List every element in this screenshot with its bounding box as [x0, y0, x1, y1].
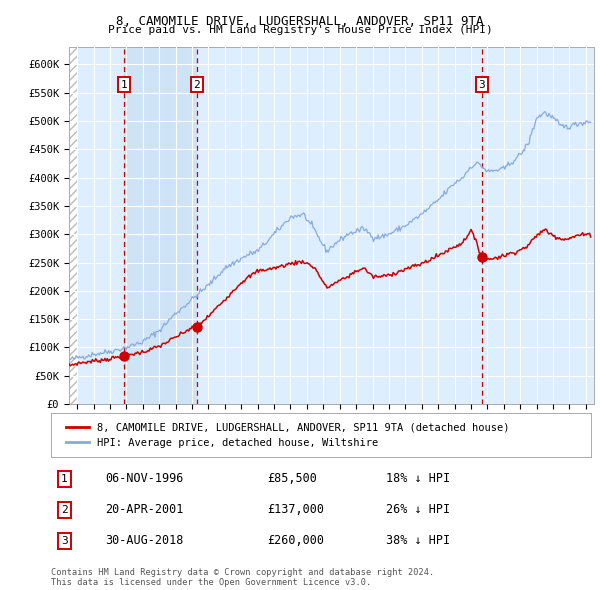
- Text: 06-NOV-1996: 06-NOV-1996: [105, 472, 184, 486]
- Text: 26% ↓ HPI: 26% ↓ HPI: [386, 503, 450, 516]
- Bar: [124, 47, 197, 404]
- Text: This data is licensed under the Open Government Licence v3.0.: This data is licensed under the Open Gov…: [51, 578, 371, 587]
- Text: 8, CAMOMILE DRIVE, LUDGERSHALL, ANDOVER, SP11 9TA: 8, CAMOMILE DRIVE, LUDGERSHALL, ANDOVER,…: [116, 15, 484, 28]
- Legend: 8, CAMOMILE DRIVE, LUDGERSHALL, ANDOVER, SP11 9TA (detached house), HPI: Average: 8, CAMOMILE DRIVE, LUDGERSHALL, ANDOVER,…: [62, 418, 514, 452]
- Text: Price paid vs. HM Land Registry's House Price Index (HPI): Price paid vs. HM Land Registry's House …: [107, 25, 493, 35]
- Text: 38% ↓ HPI: 38% ↓ HPI: [386, 534, 450, 548]
- Text: 3: 3: [61, 536, 68, 546]
- Text: 2: 2: [61, 505, 68, 514]
- Text: Contains HM Land Registry data © Crown copyright and database right 2024.: Contains HM Land Registry data © Crown c…: [51, 568, 434, 576]
- Text: 1: 1: [121, 80, 127, 90]
- Text: 3: 3: [478, 80, 485, 90]
- Text: 30-AUG-2018: 30-AUG-2018: [105, 534, 184, 548]
- Text: 20-APR-2001: 20-APR-2001: [105, 503, 184, 516]
- Text: 1: 1: [61, 474, 68, 484]
- Text: £85,500: £85,500: [267, 472, 317, 486]
- Bar: [69, 47, 77, 404]
- Text: £137,000: £137,000: [267, 503, 324, 516]
- Text: 18% ↓ HPI: 18% ↓ HPI: [386, 472, 450, 486]
- Text: £260,000: £260,000: [267, 534, 324, 548]
- Text: 2: 2: [194, 80, 200, 90]
